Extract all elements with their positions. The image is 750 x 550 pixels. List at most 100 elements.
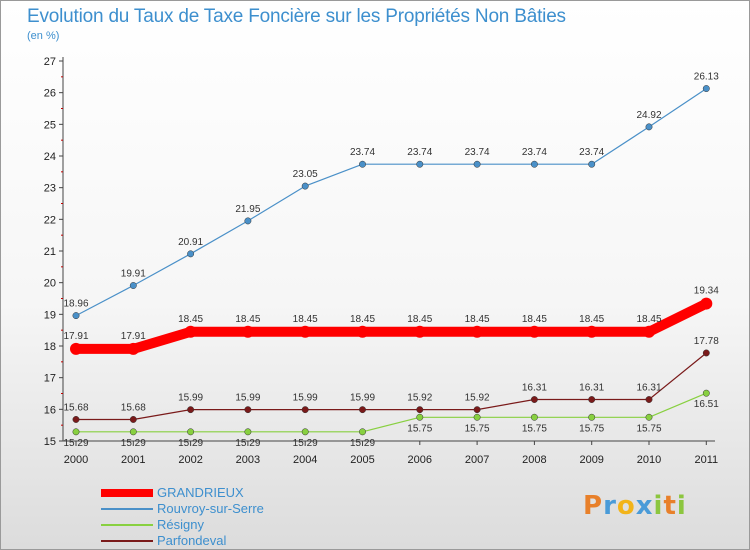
data-label-rouvroy: 23.74 xyxy=(407,147,432,158)
data-label-resigny: 15.75 xyxy=(465,423,490,434)
y-tick-label: 27 xyxy=(44,56,56,68)
data-label-grandrieux: 18.45 xyxy=(407,314,432,325)
data-label-parfondeval: 16.31 xyxy=(579,383,604,394)
data-point-parfondeval xyxy=(702,349,710,357)
data-label-grandrieux: 17.91 xyxy=(121,331,146,342)
legend-swatch-rouvroy xyxy=(101,508,153,510)
data-label-resigny: 15.29 xyxy=(121,438,146,449)
data-point-parfondeval xyxy=(72,416,80,423)
data-label-rouvroy: 19.91 xyxy=(121,269,146,280)
data-point-grandrieux xyxy=(528,325,541,338)
data-label-rouvroy: 20.91 xyxy=(178,237,203,248)
data-label-rouvroy: 24.92 xyxy=(636,110,661,121)
data-point-resigny xyxy=(129,428,137,436)
data-point-resigny xyxy=(702,389,710,397)
x-tick-label: 2006 xyxy=(408,454,432,466)
data-label-resigny: 15.75 xyxy=(407,423,432,434)
data-label-rouvroy: 23.74 xyxy=(522,147,547,158)
legend-label-resigny: Résigny xyxy=(157,517,204,532)
data-label-parfondeval: 15.68 xyxy=(63,402,88,413)
x-tick-label: 2010 xyxy=(637,454,661,466)
data-point-rouvroy xyxy=(359,160,366,168)
x-tick-label: 2005 xyxy=(350,454,374,466)
y-tick-label: 25 xyxy=(44,119,56,131)
data-label-rouvroy: 21.95 xyxy=(235,204,260,215)
data-point-grandrieux xyxy=(585,325,598,338)
logo-letter: i xyxy=(653,491,664,521)
data-point-rouvroy xyxy=(473,160,481,168)
data-label-resigny: 15.29 xyxy=(350,438,375,449)
y-tick-label: 21 xyxy=(44,246,56,258)
data-label-resigny: 15.75 xyxy=(579,423,604,434)
y-tick-label: 17 xyxy=(44,373,56,385)
data-point-grandrieux xyxy=(241,325,254,338)
data-label-rouvroy: 23.05 xyxy=(293,169,318,180)
data-label-parfondeval: 15.99 xyxy=(235,393,260,404)
data-point-rouvroy xyxy=(301,182,309,190)
data-point-rouvroy xyxy=(702,85,710,93)
data-point-rouvroy xyxy=(416,160,424,168)
data-point-grandrieux xyxy=(299,325,312,338)
logo-letter: t xyxy=(663,491,677,521)
data-point-grandrieux xyxy=(413,325,426,338)
x-tick-label: 2011 xyxy=(694,454,718,466)
legend-label-grandrieux: GRANDRIEUX xyxy=(157,485,244,500)
x-tick-label: 2007 xyxy=(465,454,489,466)
data-point-parfondeval xyxy=(301,406,309,414)
data-point-grandrieux xyxy=(184,325,197,338)
data-point-rouvroy xyxy=(530,160,538,168)
logo-letter: P xyxy=(583,491,604,521)
x-tick-label: 2009 xyxy=(579,454,603,466)
data-point-resigny xyxy=(416,413,424,421)
data-point-resigny xyxy=(473,413,481,421)
data-label-parfondeval: 16.31 xyxy=(636,383,661,394)
data-point-parfondeval xyxy=(645,396,653,403)
data-point-rouvroy xyxy=(129,282,137,289)
data-label-parfondeval: 15.99 xyxy=(293,393,318,404)
data-point-rouvroy xyxy=(72,312,80,320)
logo-letter: x xyxy=(635,491,654,521)
data-label-grandrieux: 18.45 xyxy=(350,314,375,325)
x-tick-label: 2000 xyxy=(64,454,88,466)
data-point-grandrieux xyxy=(70,342,82,355)
legend-label-parfondeval: Parfondeval xyxy=(157,533,227,548)
data-point-parfondeval xyxy=(129,416,137,423)
y-tick-label: 16 xyxy=(44,404,56,416)
data-point-parfondeval xyxy=(530,396,538,403)
data-label-resigny: 15.29 xyxy=(178,438,203,449)
logo-letter: i xyxy=(676,491,687,521)
data-label-grandrieux: 18.45 xyxy=(636,314,661,325)
y-tick-label: 20 xyxy=(44,278,56,290)
data-point-parfondeval xyxy=(244,406,252,414)
data-point-grandrieux xyxy=(700,297,713,310)
data-label-resigny: 16.51 xyxy=(694,399,719,410)
x-tick-label: 2001 xyxy=(121,454,145,466)
data-point-parfondeval xyxy=(473,406,481,414)
data-label-resigny: 15.29 xyxy=(293,438,318,449)
data-point-parfondeval xyxy=(416,406,424,414)
y-tick-label: 22 xyxy=(44,214,56,226)
logo-letter: r xyxy=(603,491,617,521)
data-point-resigny xyxy=(72,428,80,436)
data-point-resigny xyxy=(588,413,596,421)
proxiti-logo: Proxiti xyxy=(583,491,687,521)
data-label-resigny: 15.75 xyxy=(636,423,661,434)
data-label-rouvroy: 23.74 xyxy=(579,147,604,158)
data-point-grandrieux xyxy=(127,342,140,355)
legend-swatch-resigny xyxy=(101,524,153,526)
x-tick-label: 2008 xyxy=(522,454,546,466)
data-point-resigny xyxy=(359,428,366,436)
data-point-parfondeval xyxy=(588,396,596,403)
unit-label: (en %) xyxy=(27,30,60,42)
x-tick-label: 2002 xyxy=(178,454,202,466)
data-label-grandrieux: 19.34 xyxy=(694,286,719,297)
legend-swatch-parfondeval xyxy=(101,540,153,542)
data-label-parfondeval: 15.99 xyxy=(350,393,375,404)
data-point-parfondeval xyxy=(187,406,195,414)
data-label-resigny: 15.29 xyxy=(63,438,88,449)
data-label-parfondeval: 16.31 xyxy=(522,383,547,394)
data-label-grandrieux: 18.45 xyxy=(293,314,318,325)
legend-swatch-grandrieux xyxy=(101,489,153,497)
